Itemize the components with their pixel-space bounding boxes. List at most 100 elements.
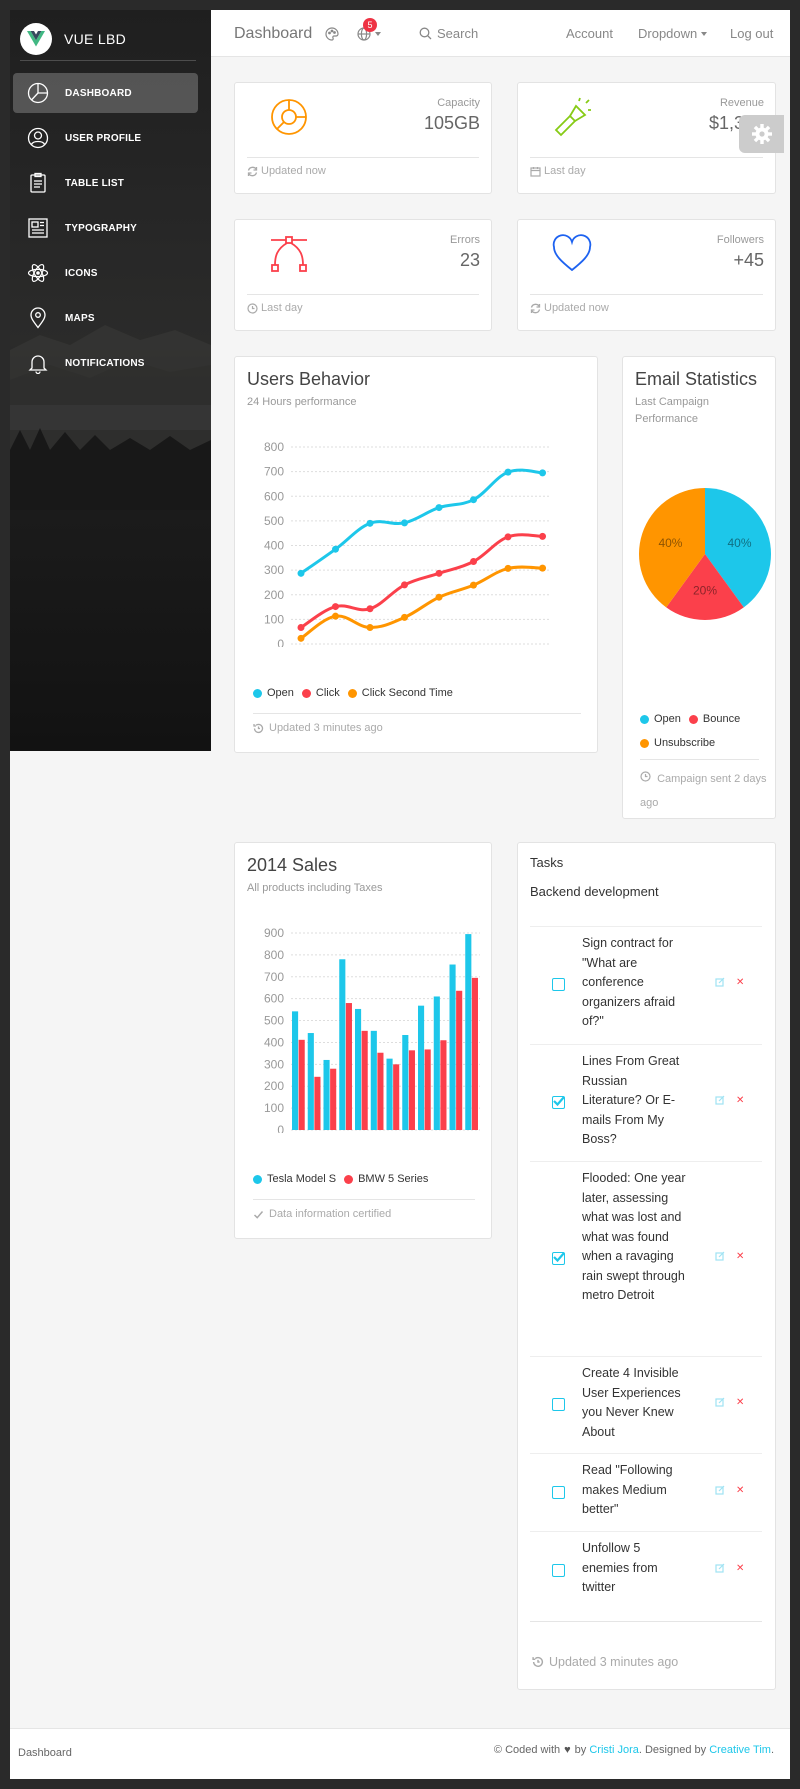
task-checkbox[interactable] — [552, 1398, 565, 1411]
stat-label: Revenue — [719, 97, 764, 109]
edit-icon[interactable] — [715, 1563, 725, 1576]
legend-item: BMW 5 Series — [344, 1173, 428, 1185]
data-point — [401, 613, 409, 621]
bar-bmw-5-series — [471, 977, 478, 1130]
bar-bmw-5-series — [424, 1049, 431, 1130]
y-tick-label: 100 — [264, 612, 284, 626]
edit-icon[interactable] — [715, 1095, 725, 1108]
dropdown-menu[interactable]: Dropdown — [638, 10, 708, 57]
company-link[interactable]: Creative Tim — [709, 1744, 771, 1756]
remove-icon[interactable]: ✕ — [736, 1251, 745, 1262]
edit-icon[interactable] — [715, 1485, 725, 1498]
footer-left-link[interactable]: Dashboard — [18, 1747, 72, 1759]
sidebar-item-notifications[interactable]: NOTIFICATIONS — [13, 343, 198, 383]
card-footer: Updated 3 minutes ago — [253, 722, 383, 734]
remove-icon[interactable]: ✕ — [736, 1563, 745, 1574]
task-text: Read "Following makes Medium better" — [582, 1463, 673, 1516]
brand[interactable]: VUE LBD — [20, 17, 196, 61]
data-point — [366, 605, 374, 613]
users-behavior-card: Users Behavior 24 Hours performance 0 100… — [234, 356, 598, 753]
bar-tesla-model-s — [292, 1011, 299, 1130]
flashlight-icon — [552, 97, 592, 142]
chart-legend: Tesla Model S BMW 5 Series — [253, 1173, 436, 1185]
sidebar-item-typography[interactable]: TYPOGRAPHY — [13, 208, 198, 248]
bar-tesla-model-s — [386, 1058, 393, 1130]
y-tick-label: 600 — [264, 489, 284, 503]
card-title: Users Behavior — [247, 369, 371, 389]
series-line-open — [300, 468, 543, 575]
caret-down-icon — [375, 31, 381, 36]
pie-slice-bounce — [666, 554, 744, 620]
account-link[interactable]: Account — [566, 26, 613, 41]
y-tick-label: 300 — [264, 1057, 284, 1071]
sidebar-item-table-list[interactable]: TABLE LIST — [13, 163, 198, 203]
email-statistics-pie-chart: 40% 20% 40% — [639, 488, 771, 620]
task-checkbox-checked[interactable] — [552, 1252, 565, 1265]
vue-logo-icon — [20, 22, 52, 55]
search-label: Search — [437, 26, 479, 41]
data-point — [297, 624, 305, 632]
legend-item: Click Second Time — [347, 687, 453, 699]
sidebar-item-dashboard[interactable]: DASHBOARD — [13, 73, 198, 113]
gear-icon — [751, 124, 772, 144]
legend-item: Bounce — [688, 707, 740, 731]
refresh-icon — [530, 303, 541, 313]
refresh-icon — [247, 166, 258, 176]
data-point — [504, 564, 512, 572]
author-link[interactable]: Cristi Jora — [589, 1744, 639, 1756]
notifications-dropdown[interactable]: 5 — [357, 10, 389, 57]
footer-credits: © Coded with ♥ by Cristi Jora. Designed … — [493, 1744, 774, 1756]
remove-icon[interactable]: ✕ — [736, 1397, 745, 1408]
atom-icon — [25, 260, 51, 286]
task-checkbox-checked[interactable] — [552, 1096, 565, 1109]
bar-bmw-5-series — [361, 1030, 368, 1130]
sidebar-item-label: TABLE LIST — [65, 177, 125, 189]
edit-icon[interactable] — [715, 1251, 725, 1264]
task-text: Unfollow 5 enemies from twitter — [582, 1541, 658, 1594]
task-checkbox[interactable] — [552, 1486, 565, 1499]
edit-icon[interactable] — [715, 1397, 725, 1410]
bar-bmw-5-series — [314, 1076, 321, 1130]
stat-card-errors: Errors 23 Last day — [234, 219, 492, 331]
remove-icon[interactable]: ✕ — [736, 1095, 745, 1106]
stat-footer: Updated now — [247, 157, 479, 177]
brand-name: VUE LBD — [64, 30, 127, 47]
pie-slice-open — [705, 488, 771, 608]
card-footer: Data information certified — [253, 1208, 391, 1220]
card-title: Email Statistics — [635, 369, 758, 389]
task-checkbox[interactable] — [552, 1564, 565, 1577]
card-subtitle: All products including Taxes — [247, 882, 383, 894]
data-point — [470, 558, 478, 566]
remove-icon[interactable]: ✕ — [736, 977, 745, 988]
check-icon — [253, 1210, 264, 1219]
tasks-card: Tasks Backend development Sign contract … — [517, 842, 776, 1690]
page-title: Dashboard — [234, 24, 313, 42]
settings-toggle[interactable] — [739, 115, 784, 153]
sidebar-item-maps[interactable]: MAPS — [13, 298, 198, 338]
sidebar-background-image — [10, 325, 211, 510]
task-checkbox[interactable] — [552, 978, 565, 991]
palette-icon[interactable] — [325, 10, 339, 57]
data-point — [470, 581, 478, 589]
search-link[interactable]: Search — [419, 10, 478, 57]
sidebar-item-label: TYPOGRAPHY — [65, 222, 138, 234]
y-tick-label: 100 — [264, 1101, 284, 1115]
bar-tesla-model-s — [402, 1035, 409, 1130]
sidebar-item-label: MAPS — [65, 312, 95, 324]
sidebar-item-user-profile[interactable]: USER PROFILE — [13, 118, 198, 158]
y-tick-label: 700 — [264, 465, 284, 479]
data-point — [366, 519, 374, 527]
logout-link[interactable]: Log out — [730, 26, 774, 41]
remove-icon[interactable]: ✕ — [736, 1485, 745, 1496]
stat-card-revenue: Revenue $1,345 Last day — [517, 82, 776, 194]
bar-tesla-model-s — [307, 1033, 314, 1130]
bar-tesla-model-s — [323, 1059, 330, 1130]
y-tick-label: 800 — [264, 440, 284, 454]
edit-icon[interactable] — [715, 977, 725, 990]
task-row: Read "Following makes Medium better" ✕ — [530, 1453, 762, 1531]
chart-circle-icon — [269, 97, 309, 142]
bell-icon — [25, 350, 51, 376]
sidebar-item-icons[interactable]: ICONS — [13, 253, 198, 293]
data-point — [297, 569, 305, 577]
history-icon — [532, 1656, 544, 1667]
